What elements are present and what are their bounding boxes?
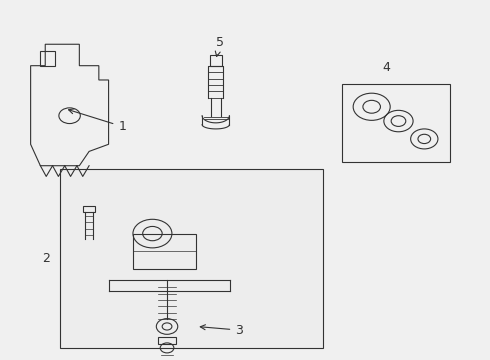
Bar: [60, 169, 323, 348]
Bar: [83, 206, 95, 212]
Text: 3: 3: [200, 324, 243, 337]
Text: 4: 4: [382, 61, 390, 74]
Bar: [158, 337, 176, 343]
Text: 1: 1: [69, 109, 126, 133]
Text: 2: 2: [42, 252, 50, 265]
Bar: [60, 169, 323, 348]
Bar: [343, 84, 450, 162]
Text: 5: 5: [215, 36, 224, 57]
Bar: [133, 234, 196, 269]
Bar: [210, 55, 221, 66]
